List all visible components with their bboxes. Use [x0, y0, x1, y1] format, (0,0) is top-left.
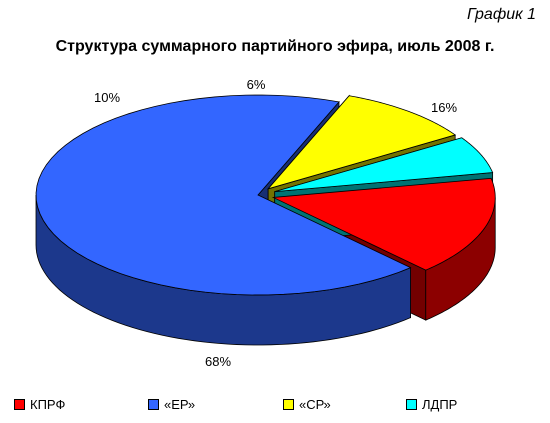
figure-label: График 1: [467, 6, 536, 23]
data-label-kprf: 16%: [431, 100, 457, 115]
legend-item-sr: «СР»: [283, 397, 331, 412]
chart-legend: КПРФ «ЕР» «СР» ЛДПР: [0, 397, 550, 417]
data-label-er: 68%: [205, 354, 231, 369]
data-label-sr: 10%: [94, 90, 120, 105]
pie-slice-sr: [266, 95, 457, 190]
legend-swatch-kprf: [14, 399, 25, 410]
pie-slice-kprf: [271, 177, 496, 271]
legend-swatch-ldpr: [406, 399, 417, 410]
legend-swatch-sr: [283, 399, 294, 410]
legend-label-kprf: КПРФ: [30, 397, 66, 412]
legend-item-ldpr: ЛДПР: [406, 397, 457, 412]
data-label-ldpr: 6%: [247, 77, 266, 92]
legend-label-sr: «СР»: [299, 397, 331, 412]
pie-slice-er: [35, 94, 412, 296]
legend-label-er: «ЕР»: [164, 397, 196, 412]
legend-item-er: «ЕР»: [148, 397, 195, 412]
legend-swatch-er: [148, 399, 159, 410]
legend-label-ldpr: ЛДПР: [422, 397, 458, 412]
pie-slice-ldpr: [274, 137, 494, 193]
chart-title: Структура суммарного партийного эфира, и…: [55, 38, 495, 55]
legend-item-kprf: КПРФ: [14, 397, 65, 412]
